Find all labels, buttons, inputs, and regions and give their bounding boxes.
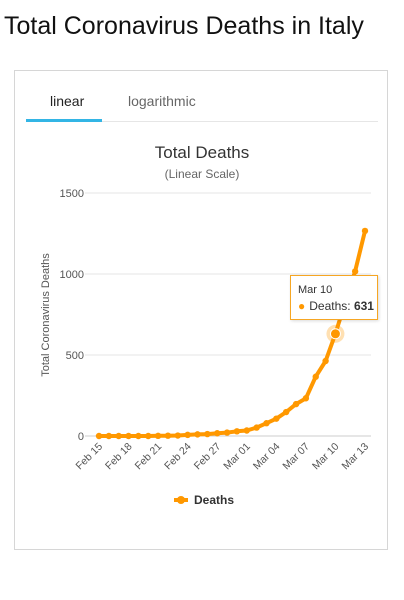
x-tick-label: Feb 15: [74, 441, 106, 473]
data-point[interactable]: [95, 432, 103, 440]
data-point[interactable]: [223, 429, 231, 436]
data-point[interactable]: [263, 420, 270, 427]
y-tick-label: 0: [78, 431, 84, 443]
data-point[interactable]: [184, 431, 191, 439]
data-point[interactable]: [164, 432, 172, 439]
data-point[interactable]: [115, 432, 122, 440]
data-tooltip: Mar 10 ● Deaths: 631: [290, 275, 378, 320]
deaths-series-line: [97, 228, 367, 438]
legend-swatch-dot: [177, 496, 185, 504]
data-point[interactable]: [243, 427, 250, 434]
tooltip-row: ● Deaths: 631: [298, 299, 374, 313]
chart-title: Total Deaths: [155, 143, 250, 162]
x-tick-label: Mar 04: [251, 441, 283, 473]
data-point[interactable]: [312, 373, 319, 380]
data-point[interactable]: [174, 432, 182, 439]
data-point[interactable]: [302, 395, 310, 402]
data-point[interactable]: [322, 357, 329, 365]
data-point[interactable]: [361, 227, 369, 235]
x-tick-label: Mar 07: [280, 441, 312, 473]
chart-subtitle: (Linear Scale): [165, 167, 240, 181]
data-point[interactable]: [351, 268, 359, 275]
tooltip-series-name: Deaths: [309, 299, 348, 313]
y-tick-labels: 0 500 1000 1500: [60, 188, 84, 443]
tooltip-value: 631: [353, 299, 374, 313]
tab-linear[interactable]: linear: [50, 93, 85, 109]
grid-lines: [85, 192, 371, 437]
x-tick-label: Feb 24: [162, 441, 194, 473]
x-tick-label: Feb 18: [103, 441, 135, 473]
deaths-series-points: [95, 227, 369, 440]
page-title: Total Coronavirus Deaths in Italy: [4, 12, 364, 40]
data-point[interactable]: [145, 432, 152, 440]
data-point[interactable]: [253, 424, 260, 431]
data-point[interactable]: [292, 400, 300, 408]
scale-tabs: linear logarithmic: [26, 91, 378, 122]
chart-card: linear logarithmic Total Deaths (Linear …: [14, 70, 388, 550]
y-tick-label: 1000: [60, 269, 84, 281]
tooltip-date: Mar 10: [298, 284, 333, 296]
data-point[interactable]: [273, 415, 280, 422]
legend-label-deaths: Deaths: [194, 493, 234, 507]
tooltip-series-dot: ●: [298, 299, 306, 313]
legend[interactable]: Deaths: [174, 493, 234, 507]
y-tick-label: 500: [66, 350, 84, 362]
x-tick-label: Feb 27: [192, 441, 224, 473]
active-tab-indicator: [26, 119, 102, 122]
data-point[interactable]: [233, 428, 241, 435]
data-point[interactable]: [214, 430, 221, 437]
data-point[interactable]: [282, 408, 290, 416]
data-point[interactable]: [154, 432, 162, 440]
x-tick-label: Mar 13: [340, 441, 372, 473]
deaths-chart: Total Deaths (Linear Scale) 0 500 1000 1500…: [40, 143, 372, 507]
data-point[interactable]: [135, 432, 142, 440]
x-tick-label: Mar 10: [310, 441, 342, 473]
y-axis-label: Total Coronavirus Deaths: [40, 253, 52, 377]
tab-logarithmic[interactable]: logarithmic: [128, 93, 196, 109]
data-point-highlighted[interactable]: [329, 328, 341, 340]
data-point[interactable]: [105, 432, 113, 440]
data-point[interactable]: [194, 431, 201, 438]
data-point[interactable]: [204, 430, 211, 438]
x-tick-label: Feb 21: [133, 441, 165, 473]
x-tick-label: Mar 01: [221, 441, 253, 473]
data-point[interactable]: [125, 432, 132, 440]
y-tick-label: 1500: [60, 188, 84, 200]
